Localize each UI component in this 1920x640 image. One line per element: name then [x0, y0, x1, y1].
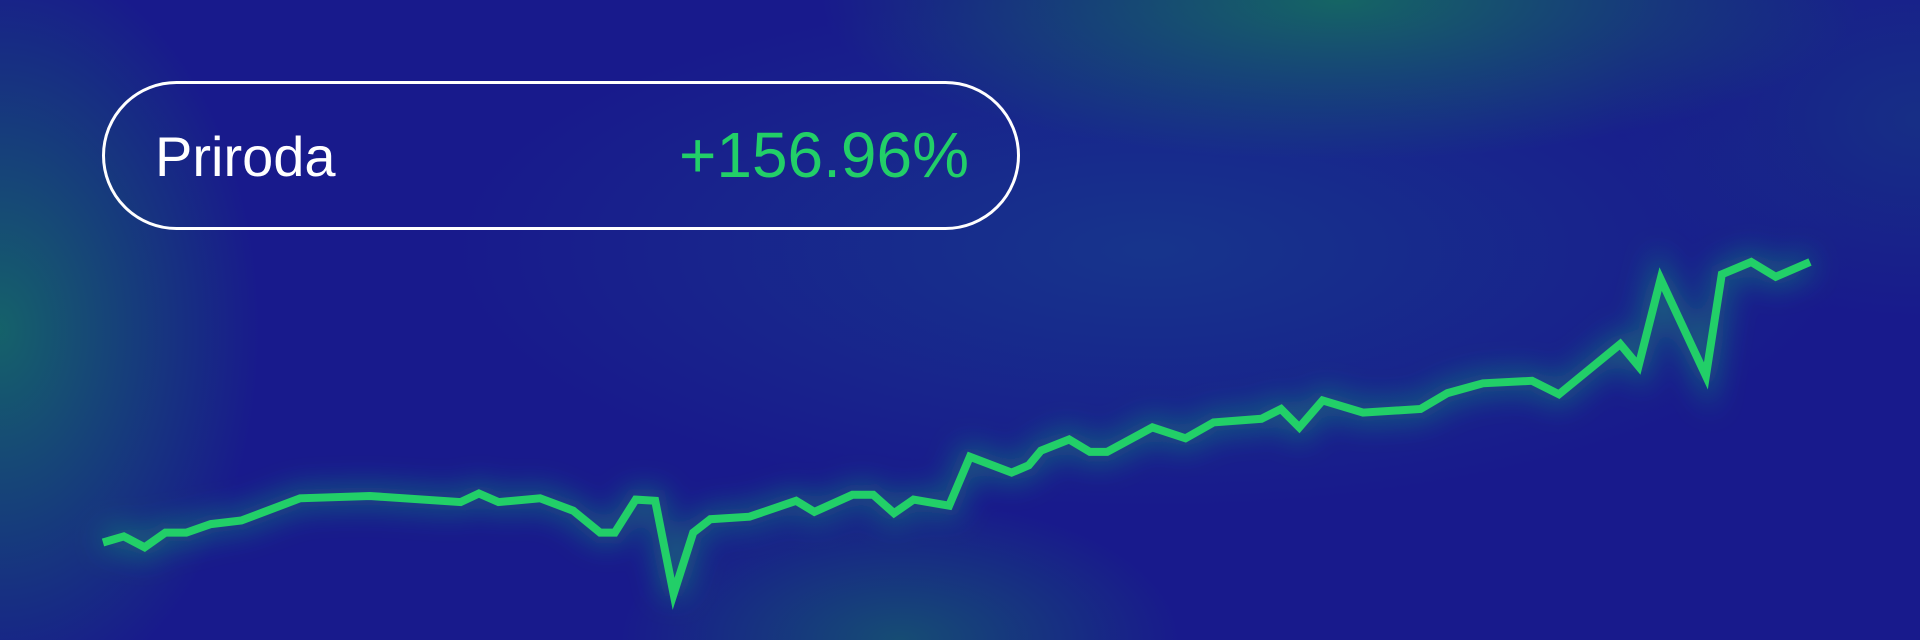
summary-pill: Priroda +156.96%: [102, 81, 1020, 230]
series-line-glow: [99, 246, 1815, 598]
asset-name: Priroda: [155, 125, 336, 188]
percent-change: +156.96%: [678, 119, 969, 191]
series-line: [101, 257, 1812, 610]
